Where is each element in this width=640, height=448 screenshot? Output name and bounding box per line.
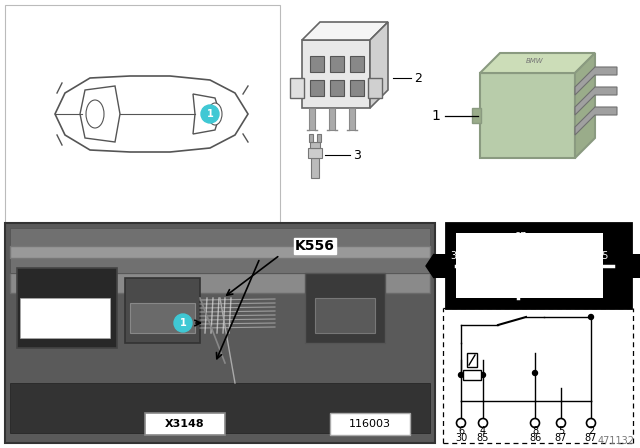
Ellipse shape: [208, 103, 222, 125]
Bar: [480, 73, 575, 158]
Bar: [434, 254, 448, 278]
Polygon shape: [480, 53, 595, 73]
Bar: [330, 413, 410, 435]
Bar: [125, 278, 200, 343]
Circle shape: [479, 418, 488, 427]
Text: 1: 1: [180, 318, 186, 328]
Text: BMW: BMW: [526, 58, 544, 64]
Bar: [456, 233, 603, 298]
Bar: [315, 298, 375, 333]
Bar: [290, 78, 304, 98]
Circle shape: [201, 105, 219, 123]
Bar: [145, 413, 225, 435]
Circle shape: [456, 418, 465, 427]
Bar: [309, 108, 315, 130]
Polygon shape: [575, 53, 595, 158]
Polygon shape: [193, 94, 220, 134]
Polygon shape: [426, 254, 434, 278]
Bar: [329, 108, 335, 130]
Text: 2: 2: [588, 426, 594, 436]
Circle shape: [557, 418, 566, 427]
Bar: [368, 78, 382, 98]
Bar: [350, 80, 364, 96]
Ellipse shape: [86, 100, 104, 128]
Text: 30: 30: [455, 433, 467, 443]
Bar: [350, 56, 364, 72]
Bar: [286, 5, 446, 223]
Bar: [302, 40, 370, 108]
Bar: [5, 5, 280, 223]
Bar: [20, 298, 110, 338]
Bar: [10, 383, 430, 433]
Bar: [10, 228, 430, 273]
Circle shape: [586, 418, 595, 427]
Circle shape: [589, 314, 593, 319]
Polygon shape: [575, 107, 617, 135]
Bar: [305, 273, 385, 343]
Text: 471132: 471132: [598, 436, 635, 446]
Circle shape: [174, 314, 192, 332]
Circle shape: [481, 372, 486, 378]
Bar: [330, 80, 344, 96]
Text: 1: 1: [431, 109, 440, 123]
Bar: [310, 142, 320, 148]
Text: 87: 87: [585, 433, 597, 443]
Text: 116003: 116003: [349, 419, 391, 429]
Bar: [309, 134, 313, 142]
Text: K556: K556: [295, 239, 335, 253]
Polygon shape: [302, 22, 388, 40]
Text: 87: 87: [515, 232, 527, 242]
Bar: [17, 268, 117, 348]
Text: 86: 86: [515, 289, 527, 299]
Bar: [629, 254, 640, 278]
Text: 87: 87: [555, 433, 567, 443]
Circle shape: [531, 418, 540, 427]
Bar: [446, 223, 631, 308]
Bar: [310, 56, 324, 72]
Polygon shape: [575, 87, 617, 115]
Circle shape: [532, 370, 538, 375]
Bar: [308, 148, 322, 158]
Bar: [463, 370, 481, 380]
Bar: [10, 246, 430, 258]
Polygon shape: [55, 76, 248, 152]
Bar: [311, 158, 319, 178]
Text: 85: 85: [597, 251, 609, 261]
Text: 6: 6: [458, 426, 464, 436]
Bar: [467, 353, 477, 367]
Bar: [349, 108, 355, 130]
Text: 87: 87: [515, 251, 527, 261]
Bar: [10, 273, 430, 293]
Bar: [472, 108, 481, 123]
Polygon shape: [80, 86, 120, 142]
Text: 1: 1: [207, 109, 213, 119]
Bar: [317, 134, 321, 142]
Text: 5: 5: [558, 426, 564, 436]
Text: 2: 2: [414, 72, 422, 85]
Bar: [130, 303, 195, 333]
Text: 85: 85: [477, 433, 489, 443]
Circle shape: [458, 372, 463, 378]
Text: 8: 8: [532, 426, 538, 436]
Text: 4: 4: [480, 426, 486, 436]
Bar: [330, 56, 344, 72]
Bar: [5, 223, 435, 443]
Text: 30: 30: [450, 251, 462, 261]
Polygon shape: [370, 22, 388, 108]
Text: 86: 86: [529, 433, 541, 443]
Bar: [446, 5, 640, 223]
Polygon shape: [575, 67, 617, 95]
Text: X3148: X3148: [165, 419, 205, 429]
Bar: [310, 80, 324, 96]
Text: 3: 3: [353, 148, 361, 161]
